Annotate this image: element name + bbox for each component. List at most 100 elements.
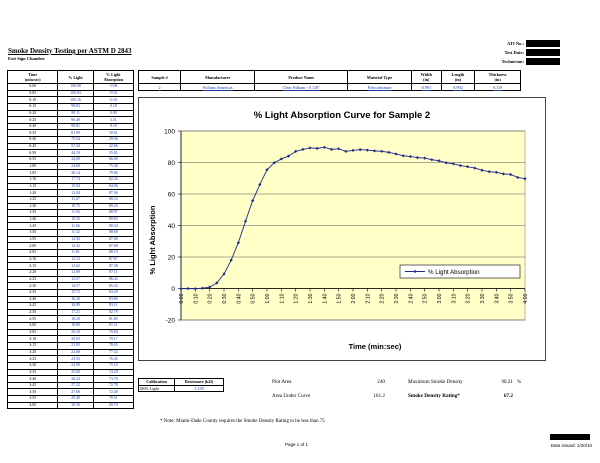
data-point	[179, 287, 183, 291]
light-cell: 29.49	[57, 395, 94, 403]
absorption-cell: 79.17	[92, 335, 135, 343]
calibration-label: 100% Light	[137, 384, 176, 392]
table-row: 1:05 20.14 79.86	[6, 169, 135, 177]
report-title: Smoke Density Testing per ASTM D 2843	[8, 47, 132, 55]
absorption-cell: 66.00	[92, 156, 135, 164]
report-subtitle: Exit Sign Chamber	[8, 56, 46, 61]
time-cell: 3:50	[6, 388, 59, 397]
absorption-cell: 83.11	[92, 302, 135, 310]
x-tick-label: 1:50	[337, 293, 343, 303]
time-cell: 3:45	[6, 381, 59, 390]
page-number: Page 1 of 1	[285, 442, 309, 447]
table-row: 2:05 11.81 88.19	[6, 249, 135, 257]
light-cell: 15.94	[57, 182, 94, 191]
time-cell: 0:55	[6, 156, 59, 164]
table-row: 0:40 70.94 29.06	[6, 136, 135, 144]
manufacturer-header: Manufacturer	[180, 70, 256, 84]
x-tick-label: 0:50	[251, 293, 257, 303]
absorption-cell: 84.28	[92, 288, 135, 297]
x-tick-label: 0:40	[236, 293, 242, 303]
table-row: 1:45 11.66 88.34	[6, 222, 135, 231]
absorption-cell: 3.51	[92, 116, 135, 124]
light-cell: 70.94	[57, 136, 94, 144]
length-value: 0.992	[440, 83, 476, 91]
calibration-table: Calibration Resistance (kΩ) 100% Light 3…	[137, 378, 224, 392]
x-tick-label: 1:20	[294, 293, 300, 303]
time-cell: 2:15	[6, 262, 59, 270]
table-row: 0:25 96.49 3.51	[6, 116, 135, 124]
miami-dade-note: * Note: Miami-Dade County requires the S…	[160, 419, 325, 424]
light-cell: 18.89	[57, 322, 94, 330]
data-point	[394, 152, 398, 156]
data-point	[473, 166, 477, 170]
time-cell: 1:45	[6, 222, 59, 231]
sample-info-table: Sample # Manufacturer Product Name Material…	[137, 70, 521, 91]
light-cell: 100.16	[57, 96, 94, 104]
table-row: 2:20 12.89 87.11	[6, 268, 135, 277]
data-point	[265, 168, 269, 172]
absorption-cell: 87.87	[92, 255, 135, 264]
data-point	[458, 163, 463, 168]
light-cell: 90.81	[57, 122, 94, 131]
absorption-cell: 75.40	[92, 162, 135, 171]
light-cell: 20.16	[57, 328, 94, 337]
data-point	[501, 172, 506, 176]
data-point	[451, 162, 455, 166]
time-cell: 4:00	[6, 401, 59, 410]
table-row: 2:45 16.89 83.11	[6, 302, 135, 310]
table-row: 3:35 25.80 74.20	[6, 368, 135, 377]
light-cell: 26.22	[57, 375, 94, 383]
time-cell: 0:30	[6, 122, 59, 131]
light-cell: 11.81	[57, 249, 94, 257]
plot-area-label: Plot Area	[272, 379, 292, 385]
table-row: 0:20 99.11 0.89	[6, 109, 135, 118]
table-row: 0:55 34.00 66.00	[6, 156, 135, 164]
sample-number-value: 2	[137, 83, 182, 91]
table-row: 1:15 15.94 84.06	[6, 182, 135, 191]
absorption-cell: 72.40	[92, 388, 135, 397]
time-cell: 2:35	[6, 288, 59, 297]
table-row: 3:10 20.83 79.17	[6, 335, 135, 343]
time-cell: 0:15	[6, 102, 59, 111]
light-cell: 20.14	[57, 169, 94, 177]
absorption-cell: 75.10	[92, 361, 135, 370]
legend-box	[399, 264, 521, 279]
time-cell: 2:00	[6, 242, 59, 250]
x-tick-label: 3:10	[451, 293, 457, 303]
table-row: 2:50 17.21 82.79	[6, 308, 135, 317]
absorption-cell: 88.19	[92, 249, 135, 257]
time-cell: 3:10	[6, 335, 59, 343]
table-row: 3:05 20.16 79.84	[6, 328, 135, 337]
absorption-cell: 69.70	[92, 401, 135, 410]
y-tick-label: 100	[164, 129, 175, 136]
table-row: 0:50 44.19 55.81	[6, 149, 135, 158]
absorption-cell: 76.45	[92, 355, 135, 363]
thickness-header: Thickness (in)	[474, 70, 521, 84]
light-cell: 11.32	[57, 229, 94, 237]
table-row: 1:30 10.75 89.25	[6, 202, 135, 211]
table-row: 2:15 12.62 87.38	[6, 262, 135, 270]
x-tick-label: 0:10	[193, 293, 199, 303]
chart-x-axis-label: Time (min:sec)	[349, 342, 402, 351]
data-point	[408, 154, 412, 159]
absorption-cell: 89.25	[92, 202, 135, 211]
x-tick-label: 0:30	[222, 293, 228, 303]
x-tick-label: 4:00	[523, 293, 529, 303]
time-cell: 0:35	[6, 129, 59, 138]
time-cell: 1:50	[6, 229, 59, 237]
table-row: 3:20 22.68 77.32	[6, 348, 135, 357]
absorption-cell: 89.65	[92, 215, 135, 224]
absorption-cell: 82.79	[92, 308, 135, 317]
legend-label: % Light Absorption	[428, 269, 480, 276]
data-point	[401, 154, 405, 158]
area-under-label: Area Under Curve	[272, 393, 311, 399]
data-point	[236, 241, 240, 245]
table-row: 1:00 24.60 75.40	[6, 162, 135, 171]
table-row: 1:40 10.35 89.65	[6, 215, 135, 224]
absorption-cell: 87.38	[92, 262, 135, 270]
absorption-cell: 86.43	[92, 275, 135, 284]
absorption-cell: 79.84	[92, 328, 135, 337]
absorption-cell: 77.32	[92, 348, 135, 357]
ati-no-label: ATI No.:	[507, 41, 524, 46]
x-tick-label: 1:00	[265, 293, 271, 303]
